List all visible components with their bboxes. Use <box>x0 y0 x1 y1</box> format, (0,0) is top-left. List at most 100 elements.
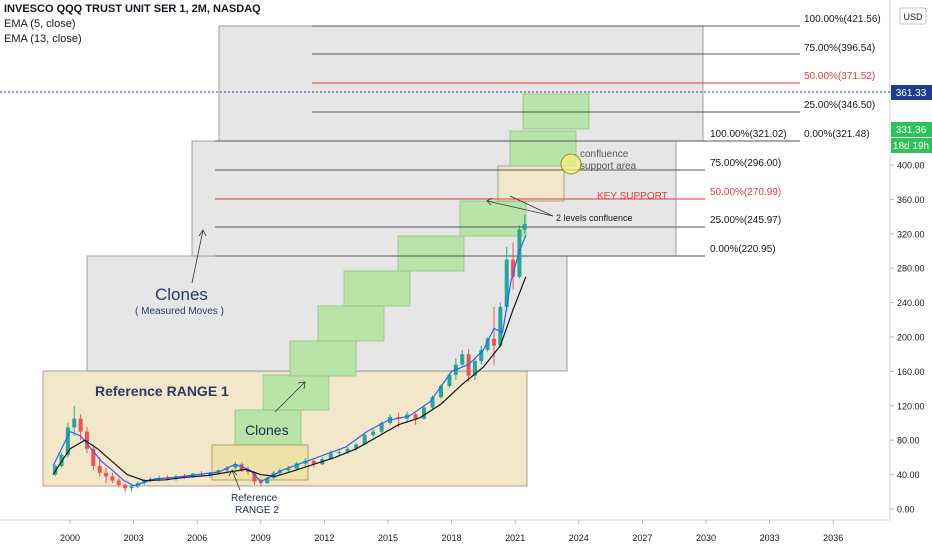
candle-body <box>84 431 89 449</box>
ema-layer <box>52 235 527 487</box>
chart-legend: INVESCO QQQ TRUST UNIT SER 1, 2M, NASDAQ… <box>4 2 261 47</box>
currency-box[interactable] <box>899 7 927 25</box>
fib-upper-label: 100.00%(421.56) <box>804 14 881 25</box>
candle-body <box>345 448 350 453</box>
time-tick-label: 2021 <box>505 533 525 543</box>
key-support-label: KEY SUPPORT <box>597 191 668 202</box>
time-tick-label: 2036 <box>823 533 843 543</box>
fib-lower-label: 25.00%(245.97) <box>710 215 781 226</box>
candle-body <box>422 407 427 419</box>
countdown-badge <box>891 138 932 153</box>
arrow-head <box>228 469 238 477</box>
price-tick-label: 320.00 <box>897 229 925 239</box>
candle-body <box>129 486 134 489</box>
reference-range-1-label: Reference RANGE 1 <box>95 383 229 399</box>
time-axis-ticks: 2000 2003 2006 2009 2012 2015 2018 2021 2024 2027… <box>60 520 843 543</box>
clone-box[interactable] <box>317 305 385 342</box>
confluence-circle[interactable] <box>560 153 582 175</box>
price-tick-label: 360.00 <box>897 195 925 205</box>
candle-body <box>517 229 522 277</box>
confluence-label-2: support area <box>580 161 637 172</box>
candle-body <box>78 418 83 432</box>
fib-upper-label: 25.00%(346.50) <box>804 100 875 111</box>
candle-body <box>165 478 170 480</box>
fib-upper-label: 75.00%(396.54) <box>804 43 875 54</box>
ema-fast-legend[interactable]: EMA (5, close) <box>4 18 76 30</box>
clones-big-label: Clones <box>155 285 208 304</box>
fib-lower-lines <box>215 140 705 257</box>
price-tick-label: 280.00 <box>897 264 925 274</box>
candle-body <box>354 444 359 449</box>
candle-body <box>472 361 477 376</box>
price-tick-label: 400.00 <box>897 161 925 171</box>
fib-upper-lines <box>312 25 800 142</box>
candle-body <box>123 484 128 489</box>
clone-box[interactable] <box>459 200 527 237</box>
time-tick-label: 2000 <box>60 533 80 543</box>
candle-body <box>311 460 316 465</box>
fib-upper-label: 0.00%(321.48) <box>804 129 870 140</box>
candle-body <box>252 472 257 482</box>
candle-body <box>522 224 527 230</box>
candle-body <box>258 481 263 484</box>
candle-body <box>328 453 333 460</box>
price-tick-label: 160.00 <box>897 367 925 377</box>
candle-body <box>233 464 238 468</box>
candle-body <box>379 423 384 432</box>
confluence-label-1: confluence <box>580 149 629 160</box>
candle-body <box>460 354 465 365</box>
measured-moves-label: ( Measured Moves ) <box>135 306 224 317</box>
time-tick-label: 2024 <box>569 533 589 543</box>
arrow-confluence-1 <box>486 200 554 217</box>
ema-line-fast <box>52 235 527 487</box>
time-tick-label: 2033 <box>760 533 780 543</box>
candle-body <box>413 414 418 419</box>
time-tick-label: 2012 <box>314 533 334 543</box>
symbol-title[interactable]: INVESCO QQQ TRUST UNIT SER 1, 2M, NASDAQ <box>4 3 261 15</box>
two-levels-label: 2 levels confluence <box>556 213 633 223</box>
candle-body <box>224 467 229 471</box>
price-tick-label: 80.00 <box>897 436 920 446</box>
clone-box[interactable] <box>289 340 357 377</box>
fib-lower-label: 50.00%(270.99) <box>710 187 781 198</box>
time-tick-label: 2030 <box>696 533 716 543</box>
fib-lower-label: 75.00%(296.00) <box>710 158 781 169</box>
price-tick-label: 40.00 <box>897 470 920 480</box>
candle-body <box>110 476 115 481</box>
candle-body <box>65 427 70 455</box>
candle-body <box>498 306 503 346</box>
candle-body <box>265 478 270 484</box>
clone-box[interactable] <box>262 374 330 411</box>
time-tick-label: 2015 <box>378 533 398 543</box>
clone-box[interactable] <box>397 235 465 272</box>
currency-label: USD <box>903 12 923 22</box>
candle-body <box>91 448 96 466</box>
reference-range-2-label-2: RANGE 2 <box>235 505 279 516</box>
arrow-confluence-2 <box>509 195 554 217</box>
arrow-head <box>486 197 493 206</box>
candle-body <box>294 463 299 469</box>
candle-body <box>97 466 102 473</box>
candle-body <box>447 374 452 387</box>
confluence-tan-box[interactable] <box>497 165 565 202</box>
candle-body <box>59 454 64 466</box>
clones-small-label: Clones <box>245 422 289 438</box>
candle-body <box>362 435 367 445</box>
ema-slow-legend[interactable]: EMA (13, close) <box>4 33 82 45</box>
last-price-badge <box>891 122 932 137</box>
fib-lower-label: 100.00%(321.02) <box>710 129 787 140</box>
reference-range-2-label-1: Reference <box>231 493 278 504</box>
annotation-arrows <box>191 195 554 491</box>
candle-body <box>337 452 342 454</box>
arrow-clones-up <box>191 229 204 284</box>
price-tick-label: 120.00 <box>897 401 925 411</box>
ema-line-slow <box>52 276 527 482</box>
crosshair-price-label: 361.33 <box>896 88 927 99</box>
price-tick-label: 240.00 <box>897 298 925 308</box>
price-tick-label: 200.00 <box>897 333 925 343</box>
clone-box[interactable] <box>343 270 411 307</box>
candle-body <box>182 476 187 478</box>
time-tick-label: 2018 <box>442 533 462 543</box>
